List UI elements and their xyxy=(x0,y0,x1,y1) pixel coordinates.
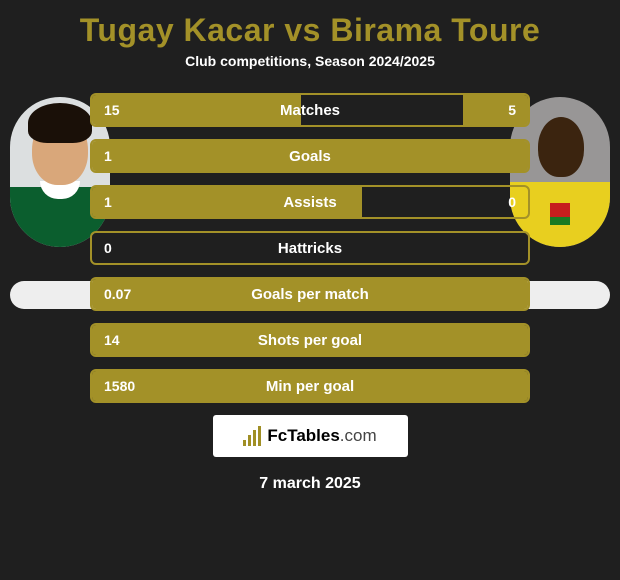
stat-row: 1Assists0 xyxy=(90,185,530,219)
stat-label: Min per goal xyxy=(182,378,438,395)
stat-label: Matches xyxy=(182,102,438,119)
stat-row: 1Goals xyxy=(90,139,530,173)
stat-value-left: 1 xyxy=(92,148,182,164)
logo-bars-icon xyxy=(243,426,261,446)
comparison-panel: 15Matches51Goals1Assists00Hattricks0.07G… xyxy=(0,87,620,493)
stat-value-right: 5 xyxy=(438,102,528,118)
comparison-date: 7 march 2025 xyxy=(0,475,620,493)
stat-row: 0Hattricks xyxy=(90,231,530,265)
logo-text-ext: .com xyxy=(340,426,377,445)
subtitle: Club competitions, Season 2024/2025 xyxy=(0,53,620,87)
stat-value-left: 1580 xyxy=(92,378,182,394)
stat-label: Goals xyxy=(182,148,438,165)
stat-row: 15Matches5 xyxy=(90,93,530,127)
stat-label: Assists xyxy=(182,194,438,211)
stat-value-left: 1 xyxy=(92,194,182,210)
stat-value-right: 0 xyxy=(438,194,528,210)
stat-label: Goals per match xyxy=(182,286,438,303)
stat-label: Hattricks xyxy=(182,240,438,257)
logo-text-main: FcTables xyxy=(267,426,339,445)
stat-row: 0.07Goals per match xyxy=(90,277,530,311)
stat-value-left: 0 xyxy=(92,240,182,256)
stats-list: 15Matches51Goals1Assists00Hattricks0.07G… xyxy=(90,87,530,403)
stat-row: 1580Min per goal xyxy=(90,369,530,403)
logo-text: FcTables.com xyxy=(267,426,376,446)
stat-value-left: 14 xyxy=(92,332,182,348)
stat-value-left: 15 xyxy=(92,102,182,118)
site-logo: FcTables.com xyxy=(213,415,408,457)
page-title: Tugay Kacar vs Birama Toure xyxy=(0,0,620,53)
stat-value-left: 0.07 xyxy=(92,286,182,302)
stat-label: Shots per goal xyxy=(182,332,438,349)
stat-row: 14Shots per goal xyxy=(90,323,530,357)
